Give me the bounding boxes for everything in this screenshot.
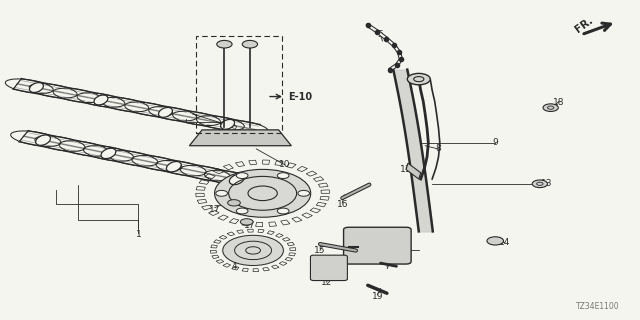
Circle shape [243,40,257,48]
Circle shape [221,235,285,266]
Polygon shape [189,130,291,146]
Circle shape [228,200,241,206]
Text: FR.: FR. [573,16,595,35]
Circle shape [236,173,248,179]
Text: 11: 11 [400,165,412,174]
Text: 19: 19 [372,292,383,301]
Text: 7: 7 [384,262,390,271]
Circle shape [298,190,310,196]
Circle shape [532,180,547,188]
Text: 10: 10 [279,160,291,169]
Text: 6: 6 [397,246,403,255]
Ellipse shape [221,119,235,129]
Text: 17: 17 [244,220,255,229]
Text: 18: 18 [553,99,564,108]
Text: 15: 15 [314,246,326,255]
Text: 12: 12 [321,278,332,287]
Text: 3: 3 [231,174,237,184]
Ellipse shape [29,83,44,92]
Ellipse shape [229,174,244,185]
Text: 9: 9 [492,138,498,147]
Text: 16: 16 [337,200,348,209]
Text: 8: 8 [435,144,441,153]
Ellipse shape [101,148,116,159]
Text: 5: 5 [378,30,383,39]
Ellipse shape [36,135,51,145]
Text: 4: 4 [231,262,237,271]
Circle shape [217,40,232,48]
Circle shape [487,237,504,245]
Ellipse shape [94,95,108,105]
Circle shape [277,173,289,179]
Circle shape [277,208,289,214]
Circle shape [407,73,430,85]
Circle shape [214,169,311,217]
Circle shape [241,219,253,225]
Text: E-10: E-10 [288,92,312,101]
Circle shape [236,208,248,214]
Text: 1: 1 [136,230,141,239]
Text: 13: 13 [540,179,552,188]
Ellipse shape [159,108,172,117]
Polygon shape [406,163,420,179]
FancyBboxPatch shape [344,227,411,264]
Circle shape [543,104,558,111]
Ellipse shape [166,162,181,172]
Text: 2: 2 [231,125,237,134]
Text: 14: 14 [499,238,511,247]
Text: TZ34E1100: TZ34E1100 [576,302,620,311]
FancyBboxPatch shape [310,255,348,281]
Circle shape [216,190,227,196]
Text: 17: 17 [209,205,221,214]
